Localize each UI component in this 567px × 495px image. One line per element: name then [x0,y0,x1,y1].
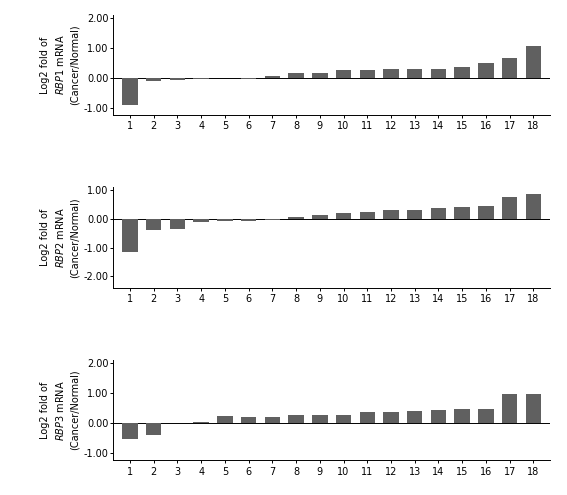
Bar [241,219,256,221]
Bar [241,78,256,79]
Bar [383,210,399,219]
Y-axis label: Log2 fold of
$\it{RBP1}$ mRNA
(Cancer/Normal): Log2 fold of $\it{RBP1}$ mRNA (Cancer/No… [40,25,79,105]
Bar [455,207,470,219]
Bar [265,219,280,220]
Bar [170,78,185,80]
Bar [359,212,375,219]
Bar [312,415,328,423]
Bar [265,417,280,423]
Bar [526,47,541,78]
Bar [502,58,517,78]
Bar [359,70,375,78]
Bar [265,76,280,78]
Bar [289,415,304,423]
Bar [431,208,446,219]
Bar [217,416,232,423]
Bar [193,219,209,222]
Bar [336,70,352,78]
Bar [146,78,162,81]
Bar [478,408,494,423]
Bar [455,67,470,78]
Bar [241,417,256,423]
Bar [289,217,304,219]
Bar [407,411,422,423]
Y-axis label: Log2 fold of
$\it{RBP2}$ mRNA
(Cancer/Normal): Log2 fold of $\it{RBP2}$ mRNA (Cancer/No… [40,198,79,278]
Bar [478,206,494,219]
Bar [478,63,494,78]
Bar [146,219,162,231]
Bar [359,412,375,423]
Bar [455,409,470,423]
Bar [407,210,422,219]
Bar [312,73,328,78]
Y-axis label: Log2 fold of
$\it{RBP3}$ mRNA
(Cancer/Normal): Log2 fold of $\it{RBP3}$ mRNA (Cancer/No… [40,370,79,450]
Bar [502,395,517,423]
Bar [407,69,422,78]
Bar [217,219,232,221]
Bar [336,213,352,219]
Bar [383,69,399,78]
Bar [122,423,138,440]
Bar [122,78,138,105]
Bar [431,410,446,423]
Bar [336,414,352,423]
Bar [431,69,446,78]
Bar [193,422,209,423]
Bar [289,73,304,78]
Bar [383,411,399,423]
Bar [146,423,162,436]
Bar [193,78,209,79]
Bar [122,219,138,252]
Bar [312,215,328,219]
Bar [526,394,541,423]
Bar [526,194,541,219]
Bar [502,197,517,219]
Bar [170,219,185,229]
